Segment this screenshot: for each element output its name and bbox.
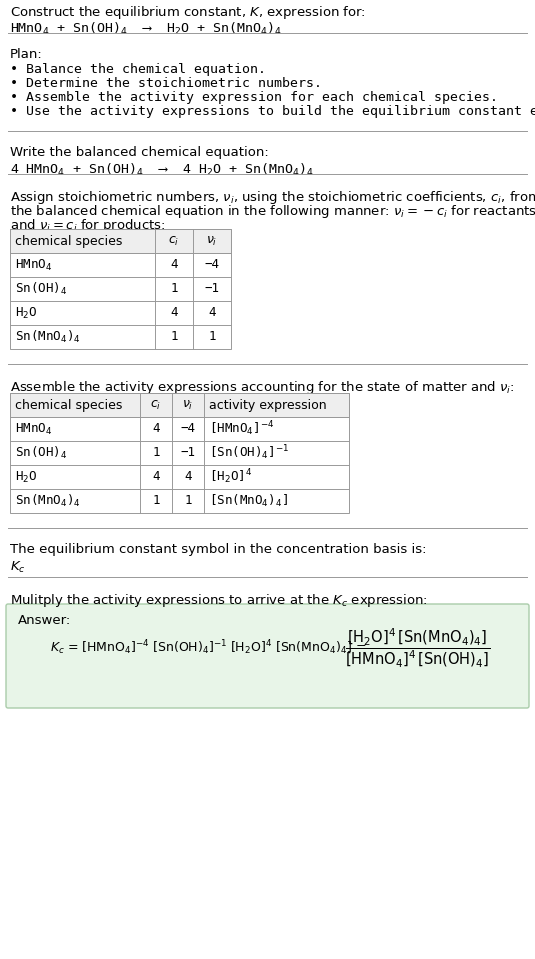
Text: chemical species: chemical species [15,235,123,247]
Text: 1: 1 [152,447,160,459]
Text: [H$_2$O]$^4$: [H$_2$O]$^4$ [209,468,252,486]
Text: 1: 1 [152,495,160,507]
Text: • Balance the chemical equation.: • Balance the chemical equation. [10,63,266,76]
Text: Mulitply the activity expressions to arrive at the $K_c$ expression:: Mulitply the activity expressions to arr… [10,592,428,609]
Text: −4: −4 [204,259,219,271]
Text: HMnO$_4$: HMnO$_4$ [15,257,52,272]
Text: Construct the equilibrium constant, $K$, expression for:: Construct the equilibrium constant, $K$,… [10,4,366,21]
Text: Plan:: Plan: [10,48,43,61]
Text: • Determine the stoichiometric numbers.: • Determine the stoichiometric numbers. [10,77,322,90]
Text: H$_2$O: H$_2$O [15,470,37,484]
Text: $c_i$: $c_i$ [169,234,180,247]
Text: 1: 1 [208,331,216,343]
Text: Assign stoichiometric numbers, $\nu_i$, using the stoichiometric coefficients, $: Assign stoichiometric numbers, $\nu_i$, … [10,189,535,206]
Text: $K_c$ = [HMnO$_4$]$^{-4}$ [Sn(OH)$_4$]$^{-1}$ [H$_2$O]$^4$ [Sn(MnO$_4$)$_4$] =: $K_c$ = [HMnO$_4$]$^{-4}$ [Sn(OH)$_4$]$^… [50,639,366,657]
Text: −1: −1 [180,447,195,459]
Text: and $\nu_i = c_i$ for products:: and $\nu_i = c_i$ for products: [10,217,166,234]
Text: 4: 4 [170,307,178,319]
Text: 4: 4 [208,307,216,319]
Text: [Sn(OH)$_4$]$^{-1}$: [Sn(OH)$_4$]$^{-1}$ [209,444,289,462]
FancyBboxPatch shape [6,604,529,708]
Text: 1: 1 [170,283,178,295]
Text: Sn(OH)$_4$: Sn(OH)$_4$ [15,281,67,297]
Text: $\nu_i$: $\nu_i$ [182,398,194,411]
Text: −1: −1 [204,283,219,295]
Text: the balanced chemical equation in the following manner: $\nu_i = -c_i$ for react: the balanced chemical equation in the fo… [10,203,535,220]
Text: 4: 4 [152,471,160,483]
Text: $\dfrac{[\mathrm{H_2O}]^4\,[\mathrm{Sn(MnO_4)_4}]}{[\mathrm{HMnO_4}]^4\,[\mathrm: $\dfrac{[\mathrm{H_2O}]^4\,[\mathrm{Sn(M… [345,626,491,669]
Text: 4: 4 [170,259,178,271]
Text: 4: 4 [152,423,160,435]
Text: −4: −4 [180,423,195,435]
Text: H$_2$O: H$_2$O [15,306,37,320]
Bar [10,393,349,417]
Text: Sn(MnO$_4$)$_4$: Sn(MnO$_4$)$_4$ [15,493,81,509]
Text: 1: 1 [184,495,192,507]
Text: Answer:: Answer: [18,614,71,627]
Bar [10,229,231,349]
Text: • Use the activity expressions to build the equilibrium constant expression.: • Use the activity expressions to build … [10,105,535,118]
Text: Sn(MnO$_4$)$_4$: Sn(MnO$_4$)$_4$ [15,329,81,345]
Text: HMnO$_4$ + Sn(OH)$_4$  ⟶  H$_2$O + Sn(MnO$_4$)$_4$: HMnO$_4$ + Sn(OH)$_4$ ⟶ H$_2$O + Sn(MnO$… [10,21,282,37]
Text: $K_c$: $K_c$ [10,560,26,575]
Text: $c_i$: $c_i$ [150,398,162,411]
Text: 1: 1 [170,331,178,343]
Text: 4: 4 [184,471,192,483]
Text: chemical species: chemical species [15,399,123,411]
Text: [Sn(MnO$_4$)$_4$]: [Sn(MnO$_4$)$_4$] [209,493,288,509]
Text: HMnO$_4$: HMnO$_4$ [15,421,52,436]
Text: The equilibrium constant symbol in the concentration basis is:: The equilibrium constant symbol in the c… [10,543,426,556]
Bar [10,393,349,513]
Text: 4 HMnO$_4$ + Sn(OH)$_4$  ⟶  4 H$_2$O + Sn(MnO$_4$)$_4$: 4 HMnO$_4$ + Sn(OH)$_4$ ⟶ 4 H$_2$O + Sn(… [10,162,314,178]
Text: Write the balanced chemical equation:: Write the balanced chemical equation: [10,146,269,159]
Text: Sn(OH)$_4$: Sn(OH)$_4$ [15,445,67,461]
Bar [10,229,231,253]
Text: $\nu_i$: $\nu_i$ [207,234,218,247]
Text: • Assemble the activity expression for each chemical species.: • Assemble the activity expression for e… [10,91,498,104]
Text: Assemble the activity expressions accounting for the state of matter and $\nu_i$: Assemble the activity expressions accoun… [10,379,515,396]
Text: activity expression: activity expression [209,399,327,411]
Text: [HMnO$_4$]$^{-4}$: [HMnO$_4$]$^{-4}$ [209,420,274,438]
